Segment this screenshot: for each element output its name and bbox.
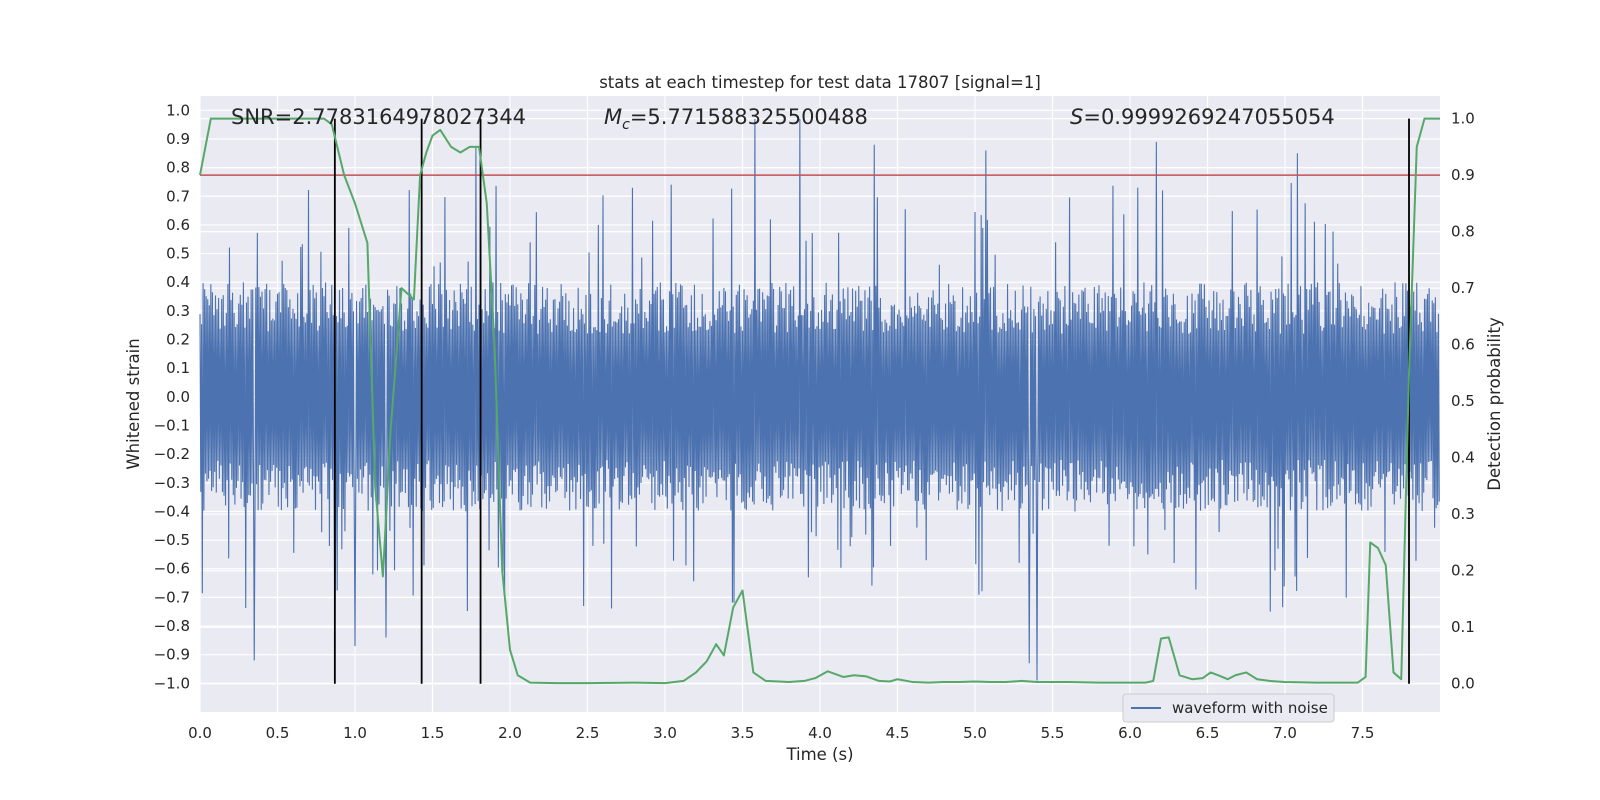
y-left-tick-label: 0.2 — [166, 331, 190, 349]
y-left-tick-label: 0.4 — [166, 273, 190, 291]
x-tick-label: 5.5 — [1041, 724, 1065, 742]
x-tick-label: 3.0 — [653, 724, 677, 742]
y-right-tick-label: 0.1 — [1451, 618, 1475, 636]
y-left-tick-labels: 1.0 0.9 0.8 0.7 0.6 0.5 0.4 0.3 0.2 0.1 0.0 −0.1 −0.… — [154, 101, 190, 692]
y-left-tick-label: 0.7 — [166, 187, 190, 205]
y-right-tick-label: 0.3 — [1451, 505, 1475, 523]
y-right-tick-label: 0.2 — [1451, 562, 1475, 580]
y-left-tick-label: −0.6 — [154, 560, 190, 578]
x-tick-label: 2.5 — [576, 724, 600, 742]
y-left-tick-label: −1.0 — [154, 674, 190, 692]
snr-annotation: SNR=2.7783164978027344 — [231, 105, 526, 129]
y-left-tick-label: 0.9 — [166, 130, 190, 148]
y-right-tick-label: 1.0 — [1451, 110, 1475, 128]
x-tick-label: 4.0 — [808, 724, 832, 742]
x-tick-label: 1.5 — [421, 724, 445, 742]
chirp-mass-annotation: Mc=5.771588325500488 — [604, 105, 868, 133]
legend-box — [1122, 693, 1335, 723]
y-left-tick-label: −0.2 — [154, 445, 190, 463]
chirp-mass-value: =5.771588325500488 — [630, 105, 868, 129]
x-tick-label: 7.0 — [1273, 724, 1297, 742]
y-axis-label-left: Whitened strain — [124, 338, 143, 469]
y-left-tick-label: −0.5 — [154, 531, 190, 549]
legend-label: waveform with noise — [1172, 699, 1328, 717]
x-tick-label: 0.0 — [188, 724, 212, 742]
x-tick-label: 2.0 — [498, 724, 522, 742]
y-left-tick-label: −0.3 — [154, 474, 190, 492]
x-tick-labels: 0.0 0.5 1.0 1.5 2.0 2.5 3.0 3.5 4.0 4.5 5.0 5.5 6.0 6… — [188, 724, 1374, 742]
y-right-tick-label: 0.6 — [1451, 336, 1475, 354]
y-left-tick-label: −0.7 — [154, 588, 190, 606]
chart-title: stats at each timestep for test data 178… — [599, 73, 1041, 92]
s-value: =0.9999269247055054 — [1083, 105, 1334, 129]
y-left-tick-label: 0.5 — [166, 245, 190, 263]
y-right-tick-label: 0.9 — [1451, 166, 1475, 184]
y-left-tick-label: 0.0 — [166, 388, 190, 406]
x-tick-label: 1.0 — [343, 724, 367, 742]
x-axis-label: Time (s) — [785, 745, 853, 764]
y-right-tick-label: 0.0 — [1451, 675, 1475, 693]
strain-series — [199, 118, 1440, 681]
y-right-tick-label: 0.7 — [1451, 279, 1475, 297]
y-left-tick-label: 1.0 — [166, 101, 190, 119]
y-left-tick-label: 0.6 — [166, 216, 190, 234]
chirp-mass-subscript: c — [622, 117, 630, 133]
s-annotation: S=0.9999269247055054 — [1070, 105, 1335, 129]
x-tick-label: 4.5 — [886, 724, 910, 742]
x-tick-label: 0.5 — [266, 724, 290, 742]
y-right-tick-label: 0.4 — [1451, 449, 1475, 467]
x-tick-label: 3.5 — [731, 724, 755, 742]
x-tick-label: 6.5 — [1196, 724, 1220, 742]
x-tick-label: 6.0 — [1118, 724, 1142, 742]
legend: waveform with noise — [1122, 693, 1335, 723]
s-symbol: S — [1070, 105, 1083, 129]
strain-line — [199, 118, 1440, 681]
y-right-tick-label: 0.8 — [1451, 223, 1475, 241]
y-left-tick-label: −0.9 — [154, 646, 190, 664]
y-left-tick-label: 0.3 — [166, 302, 190, 320]
y-left-tick-label: −0.8 — [154, 617, 190, 635]
y-axis-label-right: Detection probability — [1485, 317, 1504, 491]
probability-line — [199, 117, 1440, 685]
y-left-tick-label: −0.4 — [154, 502, 190, 520]
y-right-tick-labels: 1.0 0.9 0.8 0.7 0.6 0.5 0.4 0.3 0.2 0.1 0.0 — [1451, 110, 1475, 693]
y-left-tick-label: −0.1 — [154, 416, 190, 434]
x-tick-label: 7.5 — [1351, 724, 1375, 742]
y-right-tick-label: 0.5 — [1451, 392, 1475, 410]
x-tick-label: 5.0 — [963, 724, 987, 742]
chirp-mass-symbol: M — [604, 105, 622, 129]
y-left-tick-label: 0.1 — [166, 359, 190, 377]
y-left-tick-label: 0.8 — [166, 159, 190, 177]
